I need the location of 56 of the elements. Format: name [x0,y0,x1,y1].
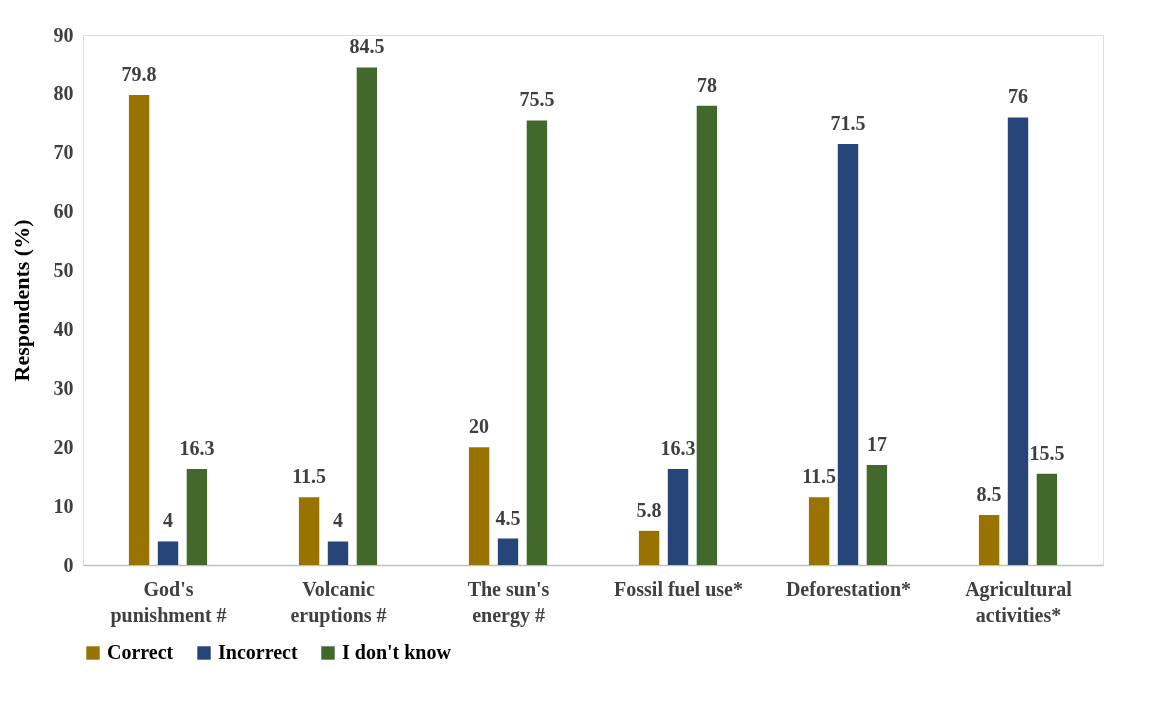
bar [468,447,490,565]
legend-label: Incorrect [218,641,298,663]
bar [808,497,830,565]
bar [837,143,859,565]
data-label: 4 [163,509,173,532]
y-tick-label: 10 [53,494,74,517]
data-label: 11.5 [292,465,327,488]
x-tick-label: Volcanic eruptions # [290,577,387,627]
bar [497,538,519,565]
bar [866,464,888,565]
legend-label: I don't know [342,641,452,663]
bar [696,105,718,565]
x-tick-label: Agricultural activities* [965,577,1073,626]
x-tick-label: The sun's energy # [467,577,550,627]
y-tick-label: 20 [53,435,74,458]
bar [638,530,660,565]
data-label: 17 [866,432,887,455]
legend-label: Correct [107,641,174,663]
y-tick-label: 60 [53,200,74,223]
data-label: 4 [333,509,343,532]
data-label: 11.5 [802,465,837,488]
bar [157,541,179,565]
bar [526,120,548,565]
data-label: 78 [696,73,717,96]
y-tick-label: 70 [53,141,74,164]
bar [667,469,689,565]
bar [128,95,150,565]
y-axis-title: Respondents (%) [8,219,34,382]
data-label: 15.5 [1029,441,1065,464]
y-tick-label: 40 [53,317,74,340]
data-label: 75.5 [519,88,555,111]
data-label: 20 [469,415,490,438]
x-tick-label: Deforestation* [785,577,912,600]
y-tick-label: 90 [53,23,74,46]
data-label: 5.8 [636,498,662,521]
data-label: 84.5 [349,35,385,58]
x-tick-label: God's punishment # [110,577,227,627]
x-tick-label: Fossil fuel use* [614,577,743,600]
y-tick-label: 80 [53,82,74,105]
data-label: 16.3 [660,437,696,460]
bar [298,497,320,565]
data-label: 79.8 [121,63,157,86]
y-tick-label: 0 [63,553,74,576]
data-label: 76 [1008,85,1028,108]
y-tick-label: 50 [53,259,74,282]
y-tick-label: 30 [53,376,74,399]
data-label: 71.5 [830,111,866,134]
bar [1036,473,1058,565]
bar [327,541,349,565]
data-label: 8.5 [976,482,1002,505]
data-label: 4.5 [495,506,521,529]
bar [356,67,378,565]
bar [1007,117,1029,565]
data-label: 16.3 [179,437,215,460]
bar [186,469,208,565]
bar [978,514,1000,565]
